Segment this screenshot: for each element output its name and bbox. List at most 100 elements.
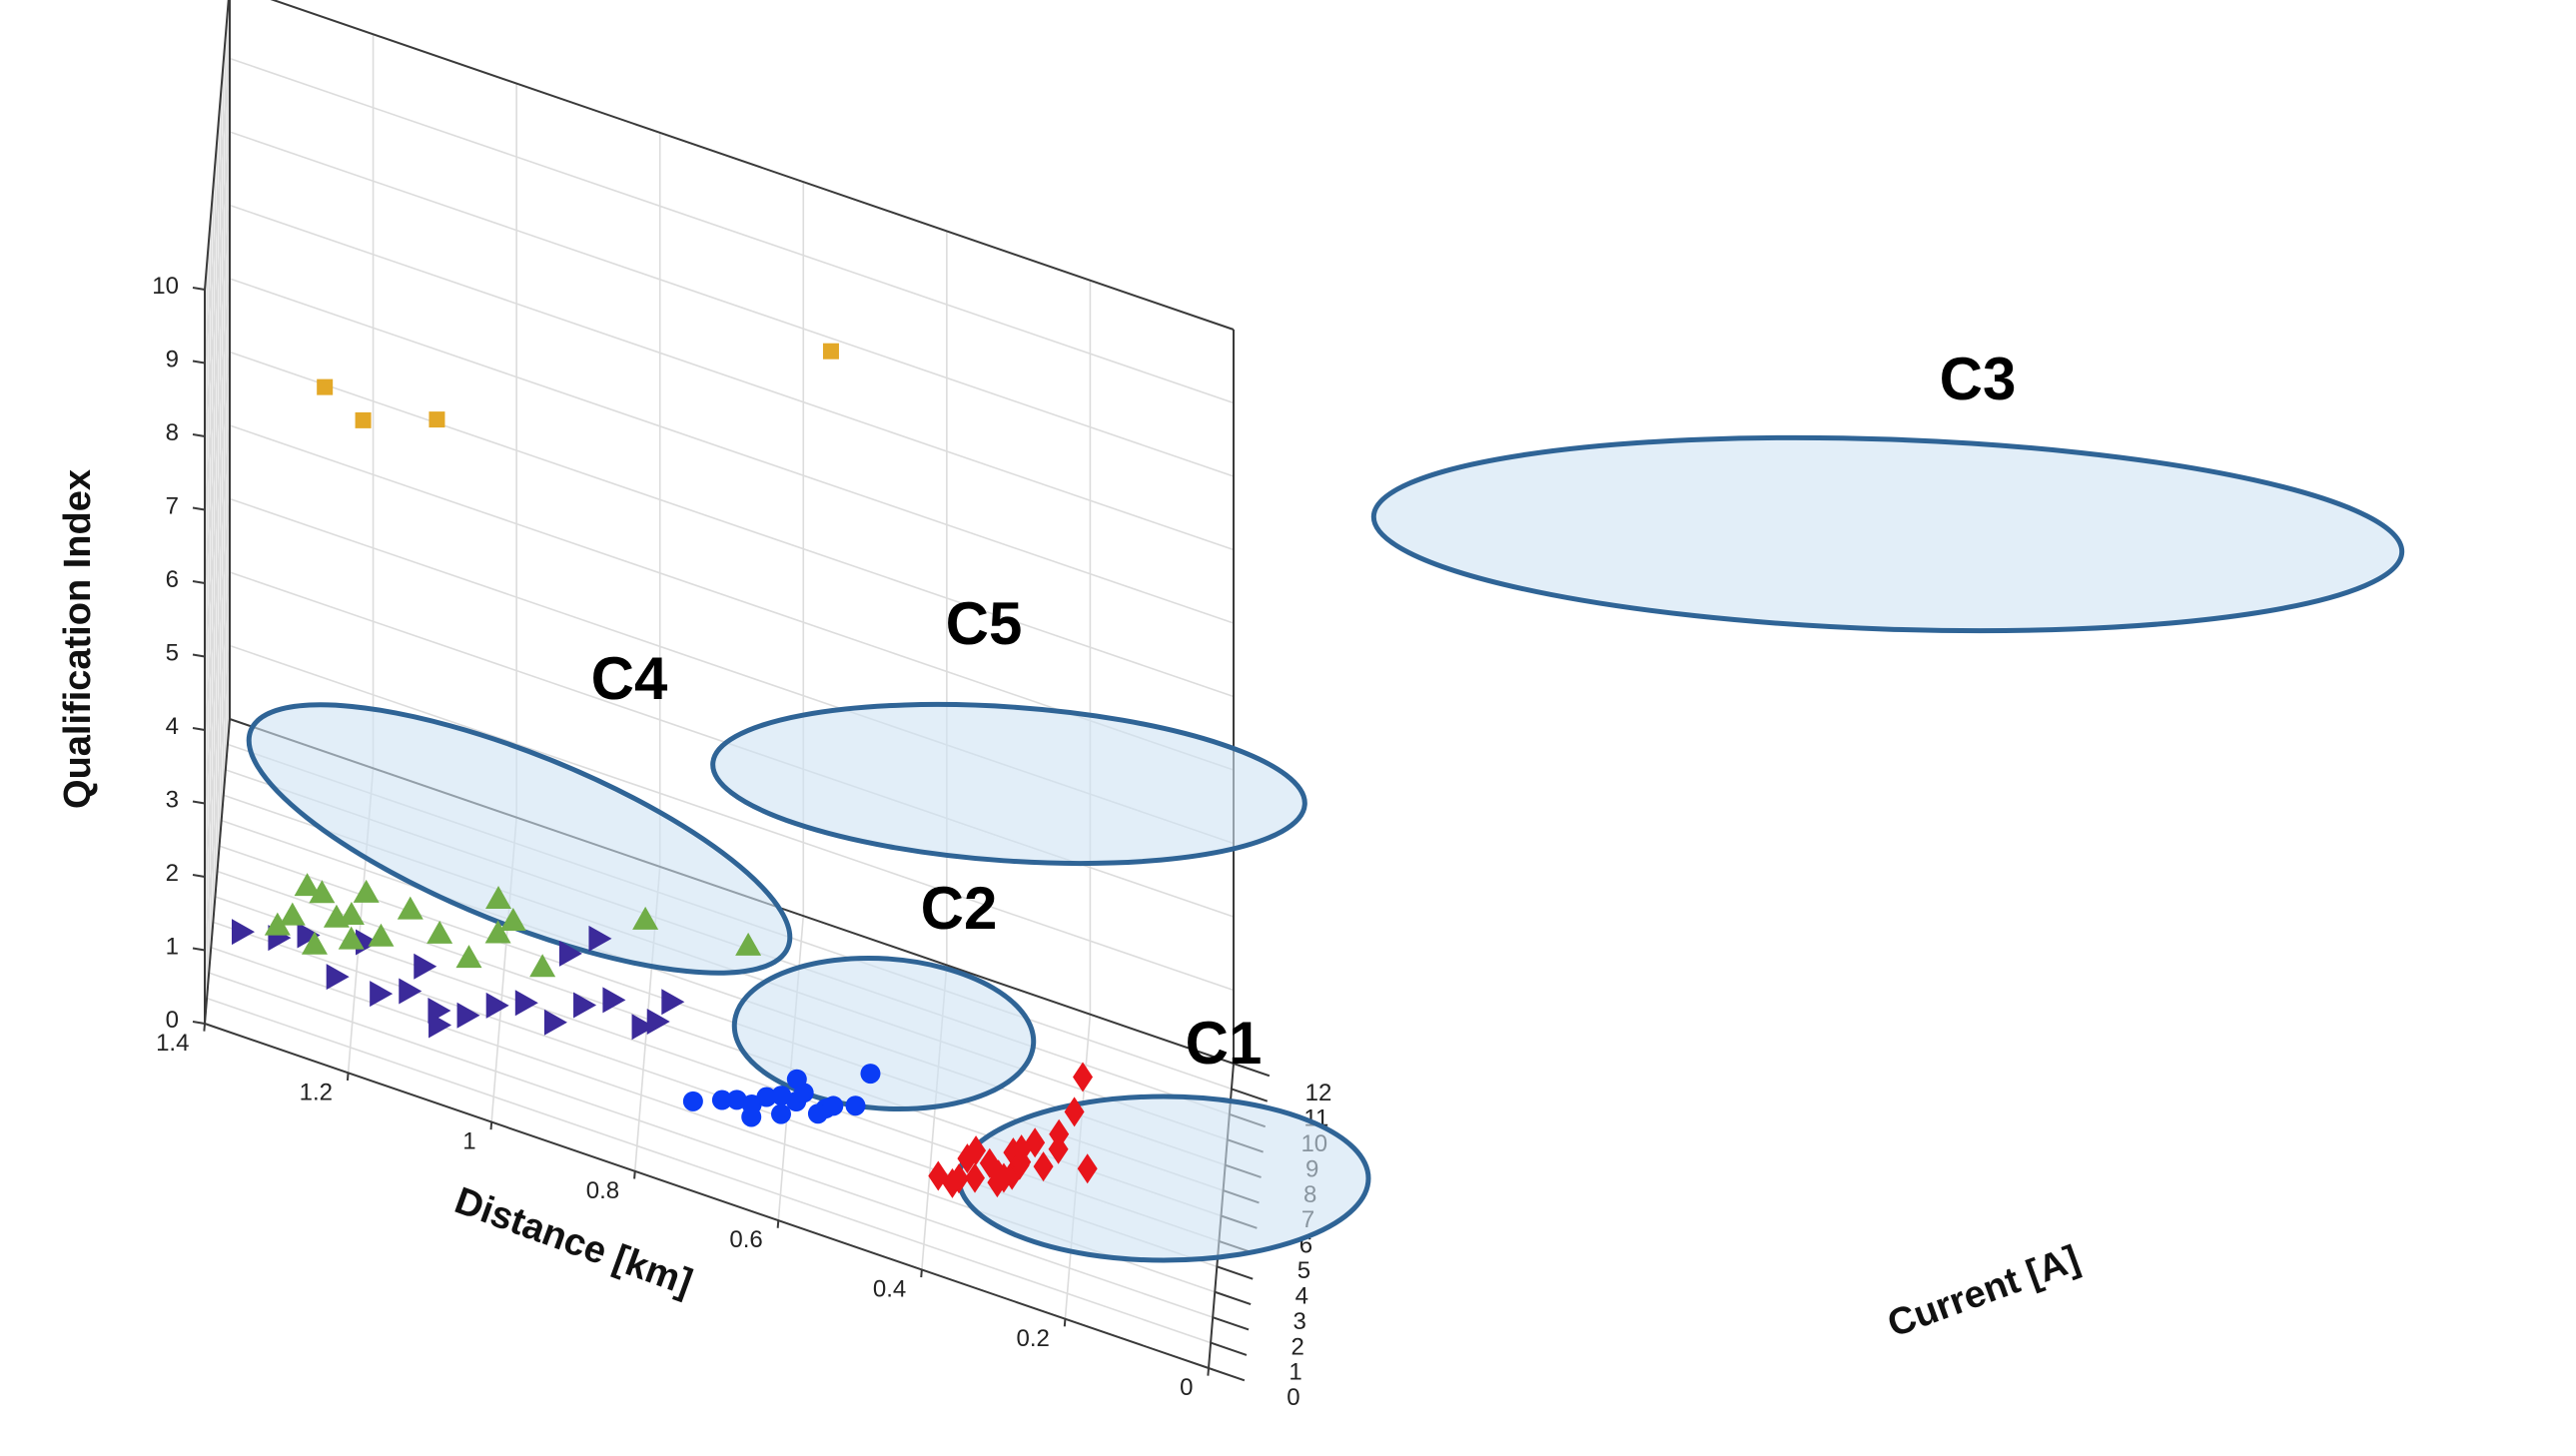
y-tick-label: 0 <box>1180 1374 1193 1401</box>
y-tick-label: 0.8 <box>586 1177 619 1204</box>
data-point-c5 <box>499 907 526 931</box>
data-point-c5 <box>294 873 321 897</box>
data-point-c5 <box>338 926 365 950</box>
data-point-c4 <box>602 987 626 1014</box>
data-points <box>231 343 1098 1198</box>
z-tick-mark <box>192 287 206 291</box>
side-wall-grid-line-z <box>229 131 1235 477</box>
x-tick-label: 1 <box>1288 1359 1301 1386</box>
y-tick-label: 0.4 <box>873 1275 906 1302</box>
back-wall-grid-line-z <box>204 498 231 804</box>
z-tick-label: 3 <box>166 787 179 814</box>
z-tick-label: 0 <box>166 1007 179 1034</box>
data-point-c5 <box>632 906 659 930</box>
z-tick-mark <box>192 1021 206 1025</box>
cluster-label-c5: C5 <box>946 590 1023 657</box>
z-tick-label: 7 <box>166 493 179 520</box>
x-tick-label: 3 <box>1293 1308 1306 1335</box>
x-axis-title: Current [A] <box>1882 1238 2085 1346</box>
back-wall-grid-line-z <box>204 278 231 584</box>
z-tick-mark <box>192 360 206 364</box>
data-point-c2 <box>741 1106 762 1127</box>
z-tick-mark <box>192 506 206 511</box>
data-point-c5 <box>338 902 365 926</box>
data-point-c5 <box>455 945 482 969</box>
data-point-c1 <box>928 1160 949 1191</box>
z-tick-mark <box>192 433 206 437</box>
cluster-ellipse-c2 <box>731 955 1037 1112</box>
data-point-c2 <box>845 1095 866 1116</box>
y-tick-label: 1.4 <box>156 1030 189 1057</box>
data-point-c4 <box>646 1008 670 1035</box>
z-tick-label: 9 <box>166 347 179 373</box>
y-tick-mark <box>489 1121 493 1130</box>
z-tick-label: 5 <box>166 640 179 667</box>
data-point-c5 <box>279 902 306 926</box>
x-tick-label: 4 <box>1295 1282 1308 1309</box>
z-tick-mark <box>192 800 206 805</box>
data-point-c5 <box>529 954 556 978</box>
z-tick-mark <box>192 947 206 952</box>
data-point-c2 <box>682 1091 703 1111</box>
z-tick-mark <box>192 580 206 584</box>
side-wall-grid-line-z <box>229 204 1235 551</box>
x-tick-label: 2 <box>1290 1333 1303 1360</box>
floor-grid-line-x <box>208 972 1214 1318</box>
y-tick-label: 0.2 <box>1016 1325 1049 1352</box>
data-point-c4 <box>326 964 350 991</box>
data-point-c1 <box>1077 1153 1098 1184</box>
z-tick-mark <box>192 653 206 658</box>
axis-box-edge <box>204 718 231 1025</box>
back-wall-grid-line-z <box>204 131 231 437</box>
data-point-c5 <box>264 912 291 936</box>
data-point-c5 <box>427 920 453 944</box>
data-point-c3 <box>822 343 839 360</box>
side-wall-grid-line-z <box>271 0 1235 331</box>
floor-grid-line-x <box>206 997 1212 1344</box>
data-point-c1 <box>993 1162 1014 1193</box>
x-tick-label: 5 <box>1297 1257 1310 1284</box>
data-point-c1 <box>1064 1096 1085 1127</box>
y-tick-mark <box>346 1073 350 1081</box>
z-tick-label: 4 <box>166 713 179 740</box>
y-tick-label: 1.2 <box>300 1079 333 1105</box>
side-wall-grid-line-z <box>229 351 1235 698</box>
axis-box-edge <box>270 0 1235 331</box>
data-point-c4 <box>573 992 597 1019</box>
data-point-c2 <box>711 1090 732 1110</box>
side-wall-grid-line-z <box>229 57 1235 404</box>
x-tick-mark <box>1208 1367 1246 1382</box>
data-point-c4 <box>543 1009 567 1036</box>
x-tick-mark <box>1212 1316 1250 1331</box>
data-point-c3 <box>429 411 445 428</box>
cluster-label-c3: C3 <box>1940 346 2017 412</box>
data-point-c4 <box>514 990 538 1017</box>
x-tick-label: 0 <box>1287 1384 1299 1411</box>
data-point-c2 <box>756 1087 777 1107</box>
data-point-c2 <box>860 1064 881 1085</box>
y-tick-label: 0.6 <box>729 1226 762 1253</box>
data-point-c3 <box>317 378 334 395</box>
data-point-c1 <box>1011 1134 1032 1165</box>
z-axis-title: Qualification Index <box>57 469 99 809</box>
side-wall-grid-line-z <box>229 278 1235 624</box>
cluster-ellipse-c5 <box>710 701 1307 867</box>
side-wall-grid-line-z <box>229 644 1235 992</box>
data-point-c4 <box>661 989 685 1016</box>
data-point-c5 <box>397 896 424 920</box>
y-tick-mark <box>920 1269 923 1278</box>
data-point-c2 <box>786 1069 807 1090</box>
data-point-c1 <box>966 1135 987 1166</box>
z-tick-mark <box>192 874 206 878</box>
data-point-c5 <box>484 920 511 944</box>
back-wall-grid-line-z <box>204 352 231 657</box>
x-tick-mark <box>1214 1290 1252 1306</box>
data-point-c4 <box>558 940 582 967</box>
data-point-c5 <box>301 931 328 955</box>
data-point-c4 <box>429 1012 452 1039</box>
y-tick-mark <box>1063 1318 1067 1327</box>
data-point-c4 <box>456 1002 480 1029</box>
cluster-ellipse-c3 <box>1370 434 2405 634</box>
data-point-c4 <box>414 953 437 980</box>
